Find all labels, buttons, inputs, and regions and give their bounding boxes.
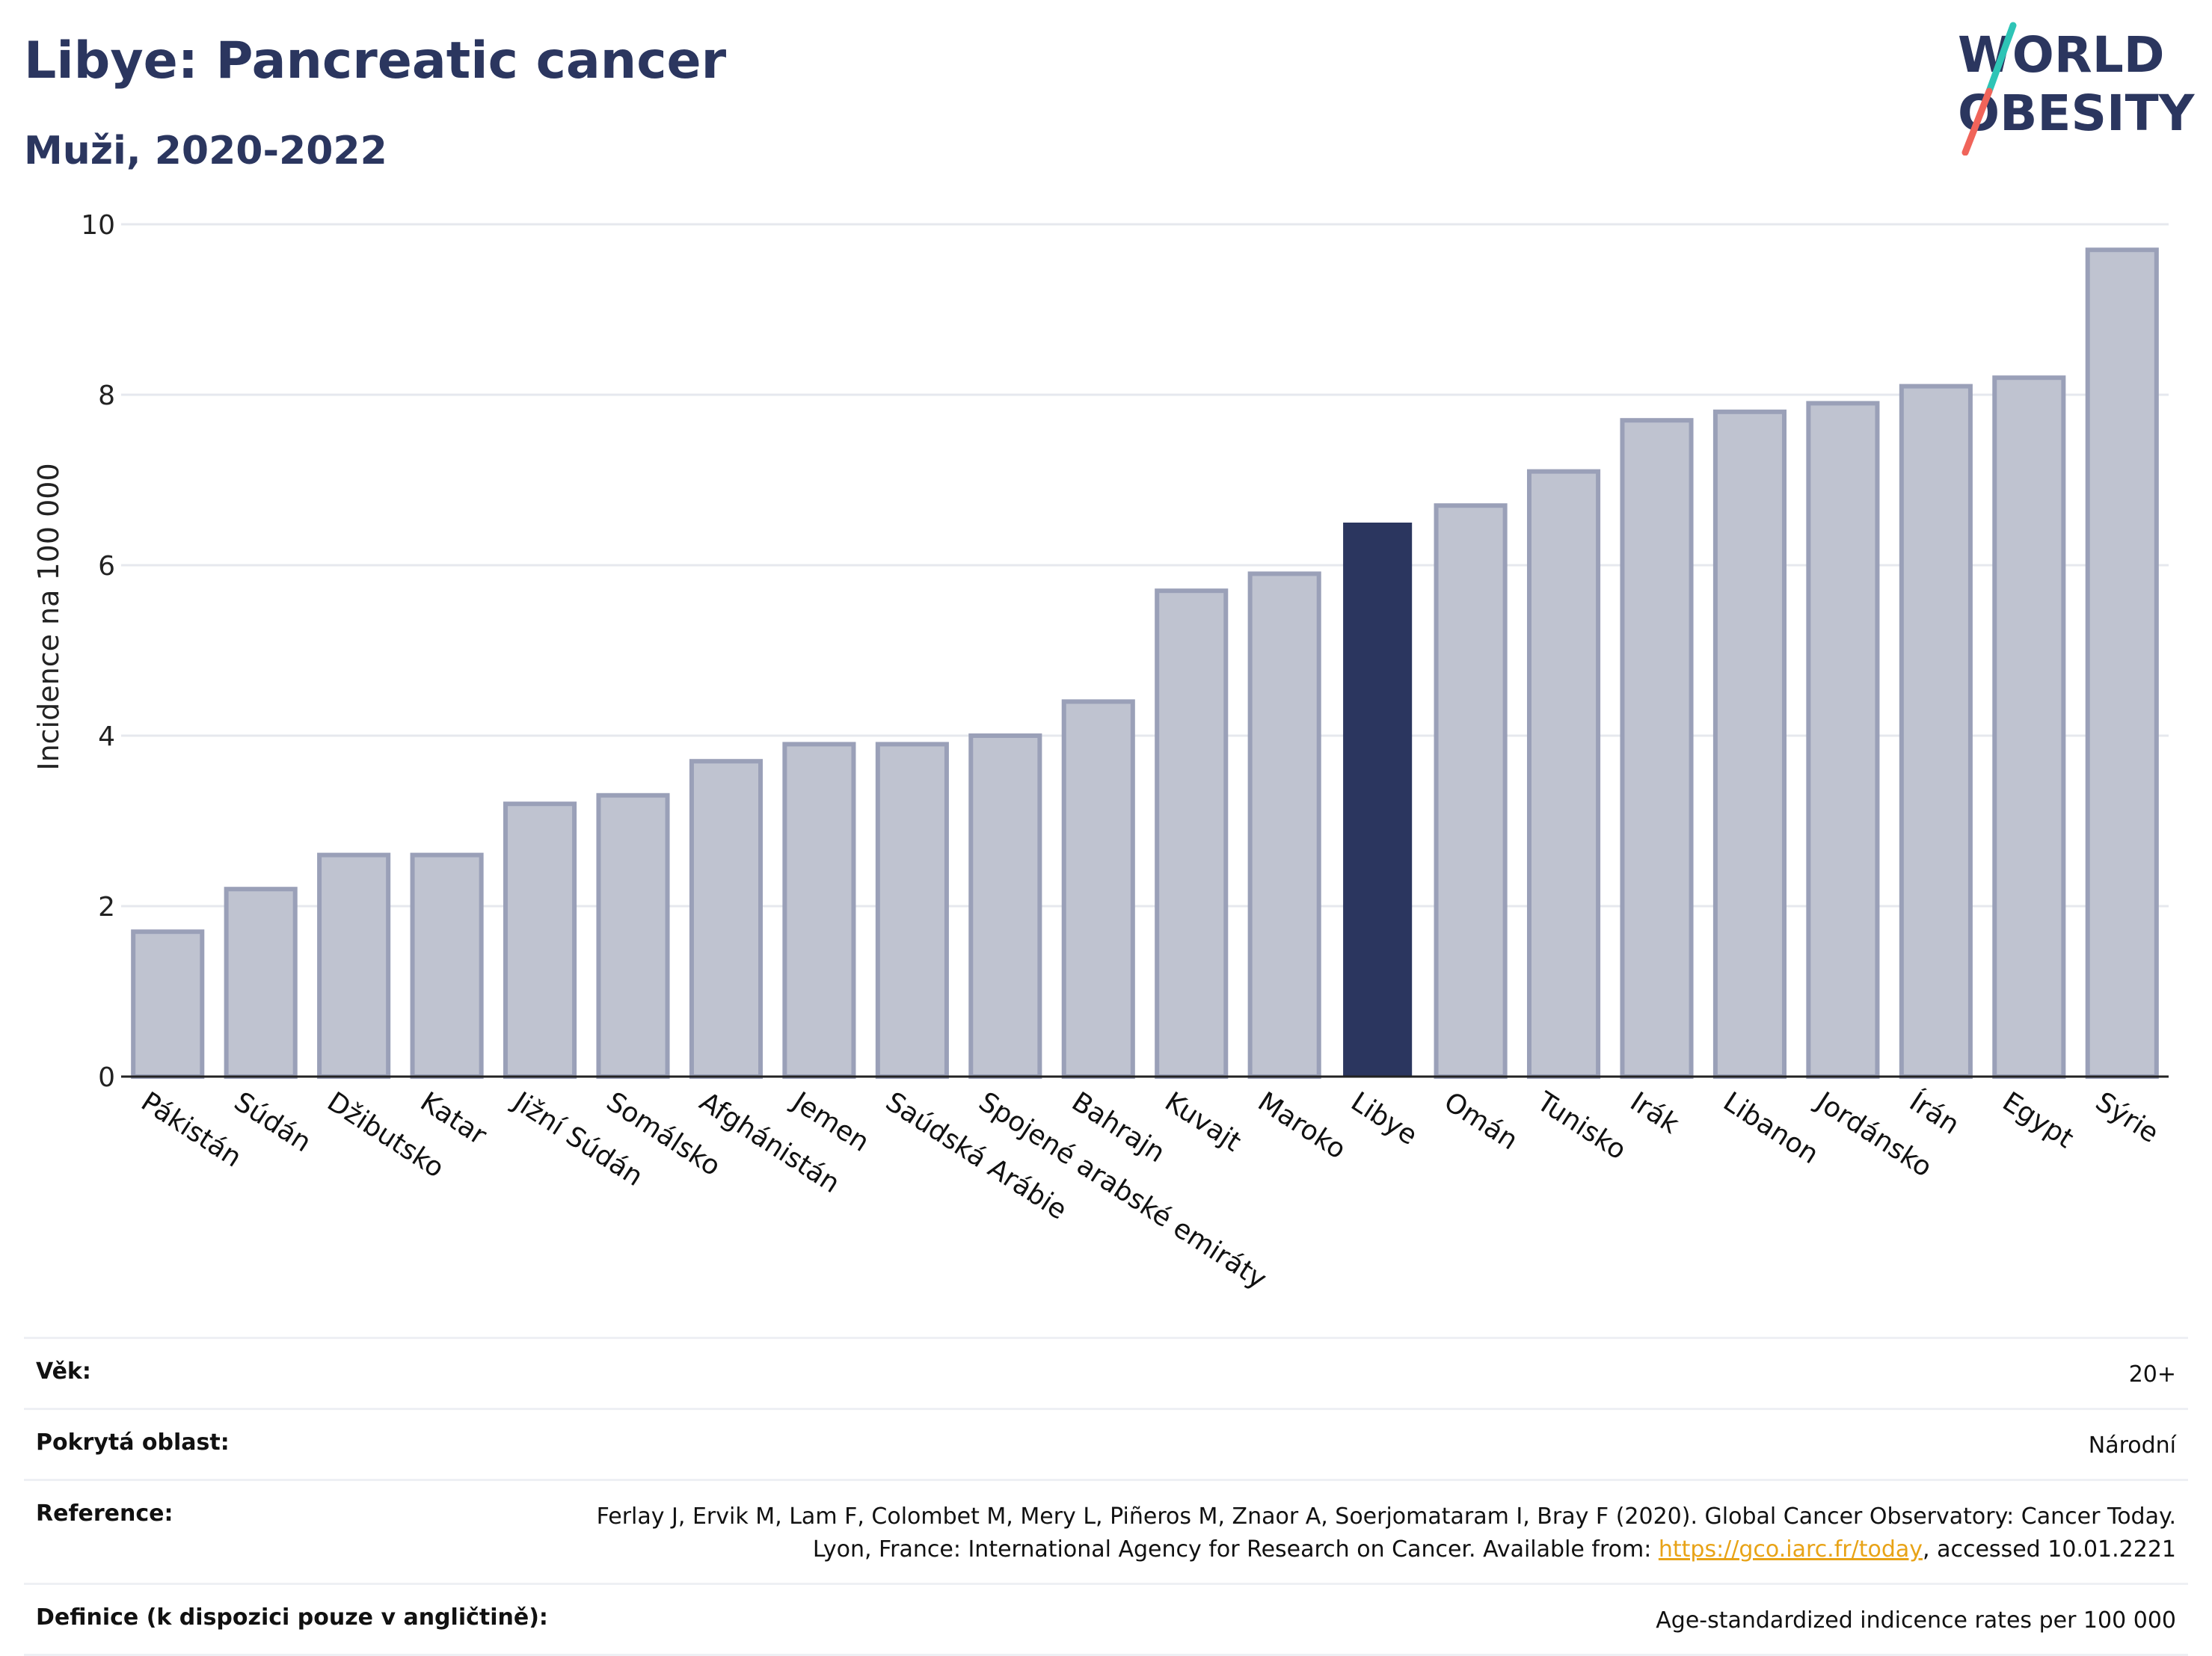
bar: [1247, 571, 1321, 1079]
chart-subtitle: Muži, 2020-2022: [24, 129, 387, 173]
info-label-age: Věk:: [36, 1358, 91, 1385]
bar: [689, 759, 764, 1079]
bar: [131, 929, 205, 1079]
x-tick-label: Pákistán: [135, 1086, 247, 1173]
bar: [1155, 588, 1229, 1079]
y-tick-label: 0: [98, 1062, 115, 1093]
bar: [875, 742, 949, 1080]
bars: [131, 247, 2159, 1080]
logo-slash-teal: [1985, 22, 2017, 95]
bar: [1526, 469, 1601, 1079]
bar: [1434, 503, 1508, 1079]
bar: [2085, 247, 2159, 1080]
y-tick-label: 10: [81, 210, 115, 241]
x-tick-label: Maroko: [1253, 1086, 1351, 1166]
reference-link[interactable]: https://gco.iarc.fr/today: [1658, 1536, 1923, 1563]
x-tick-label: Libye: [1345, 1086, 1422, 1151]
info-label-definition: Definice (k dispozici pouze v angličtině…: [36, 1604, 548, 1631]
bar: [1620, 418, 1694, 1079]
bar: [1806, 401, 1880, 1079]
x-tick-label: Kuvajt: [1159, 1086, 1246, 1157]
bar: [317, 852, 391, 1079]
info-label-coverage: Pokrytá oblast:: [36, 1429, 230, 1456]
info-table: Věk: 20+ Pokrytá oblast: Národní Referen…: [24, 1337, 2188, 1656]
x-tick-label: Irák: [1625, 1086, 1685, 1140]
x-tick-label: Omán: [1439, 1086, 1523, 1156]
info-label-reference: Reference:: [36, 1500, 173, 1527]
bar: [1899, 384, 1973, 1079]
y-axis-ticks: 0 2 4 6 8 10: [81, 210, 115, 1093]
bar: [1061, 699, 1135, 1080]
bar: [410, 852, 484, 1079]
bar: [782, 742, 856, 1080]
y-tick-label: 8: [98, 381, 115, 411]
bar-highlight: [1343, 523, 1413, 1077]
info-row-coverage: Pokrytá oblast: Národní: [24, 1408, 2188, 1479]
y-tick-label: 4: [98, 721, 115, 752]
bar: [503, 801, 577, 1079]
info-value-age: 20+: [2128, 1361, 2176, 1388]
info-row-reference: Reference: Ferlay J, Ervik M, Lam F, Col…: [24, 1479, 2188, 1583]
y-tick-label: 2: [98, 892, 115, 923]
logo-slash-coral: [1961, 87, 1993, 156]
x-tick-label: Sýrie: [2090, 1086, 2164, 1149]
reference-accessed: , accessed 10.01.2221: [1923, 1536, 2176, 1563]
x-tick-label: Egypt: [1997, 1086, 2078, 1154]
x-tick-label: Írán: [1904, 1086, 1965, 1141]
bar: [596, 792, 670, 1080]
y-tick-label: 6: [98, 551, 115, 582]
info-row-age: Věk: 20+: [24, 1337, 2188, 1408]
bar: [968, 733, 1042, 1079]
chart-title: Libye: Pancreatic cancer: [24, 31, 727, 90]
info-value-coverage: Národní: [2088, 1432, 2176, 1459]
logo-line2: OBESITY: [1958, 84, 2196, 142]
x-tick-label: Tunisko: [1531, 1086, 1631, 1166]
info-value-definition: Age-standardized indicence rates per 100…: [1656, 1607, 2176, 1634]
info-row-definition: Definice (k dispozici pouze v angličtině…: [24, 1583, 2188, 1656]
y-axis-label: Incidence na 100 000: [32, 463, 65, 770]
x-tick-label: Libanon: [1718, 1086, 1824, 1170]
info-value-reference: Ferlay J, Ervik M, Lam F, Colombet M, Me…: [568, 1500, 2176, 1566]
reference-text: Ferlay J, Ervik M, Lam F, Colombet M, Me…: [596, 1503, 2176, 1563]
world-obesity-logo: WORLD OBESITY: [1958, 22, 2196, 156]
x-tick-label: Katar: [415, 1086, 492, 1151]
bar: [1992, 375, 2066, 1079]
bar: [224, 887, 298, 1079]
bar: [1712, 409, 1787, 1079]
